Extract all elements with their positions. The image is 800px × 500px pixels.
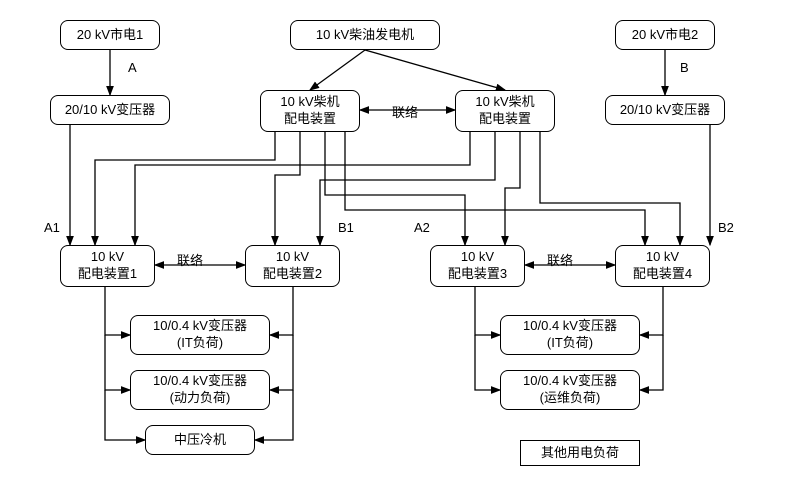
node-tx1: 20/10 kV变压器	[50, 95, 170, 125]
label-B: B	[680, 60, 689, 75]
node-om2: 10/0.4 kV变压器(运维负荷)	[500, 370, 640, 410]
edge-1	[310, 50, 365, 90]
edge-18	[270, 287, 293, 335]
label-L2: 联络	[177, 250, 203, 269]
edge-23	[475, 287, 500, 335]
label-A: A	[128, 60, 137, 75]
edge-17	[105, 287, 130, 335]
edge-7	[95, 132, 275, 245]
edge-13	[505, 132, 520, 245]
node-src1: 20 kV市电1	[60, 20, 160, 50]
node-pw1: 10/0.4 kV变压器(动力负荷)	[130, 370, 270, 410]
node-it1: 10/0.4 kV变压器(IT负荷)	[130, 315, 270, 355]
node-cool: 中压冷机	[145, 425, 255, 455]
label-B1: B1	[338, 220, 354, 235]
edge-25	[475, 335, 500, 390]
label-B2: B2	[718, 220, 734, 235]
node-gen: 10 kV柴油发电机	[290, 20, 440, 50]
node-pd4: 10 kV配电装置4	[615, 245, 710, 287]
node-pd1: 10 kV配电装置1	[60, 245, 155, 287]
label-L1: 联络	[392, 102, 418, 121]
node-tx2: 20/10 kV变压器	[605, 95, 725, 125]
edge-10	[345, 132, 645, 245]
node-dg2: 10 kV柴机配电装置	[455, 90, 555, 132]
label-L3: 联络	[547, 250, 573, 269]
edge-26	[640, 335, 663, 390]
edge-8	[275, 132, 300, 245]
edge-20	[270, 335, 293, 390]
node-pd3: 10 kV配电装置3	[430, 245, 525, 287]
node-dg1: 10 kV柴机配电装置	[260, 90, 360, 132]
edge-19	[105, 335, 130, 390]
label-A1: A1	[44, 220, 60, 235]
edge-14	[540, 132, 680, 245]
node-it2: 10/0.4 kV变压器(IT负荷)	[500, 315, 640, 355]
node-src2: 20 kV市电2	[615, 20, 715, 50]
edge-24	[640, 287, 663, 335]
node-pd2: 10 kV配电装置2	[245, 245, 340, 287]
label-A2: A2	[414, 220, 430, 235]
edge-2	[365, 50, 505, 90]
node-other: 其他用电负荷	[520, 440, 640, 466]
